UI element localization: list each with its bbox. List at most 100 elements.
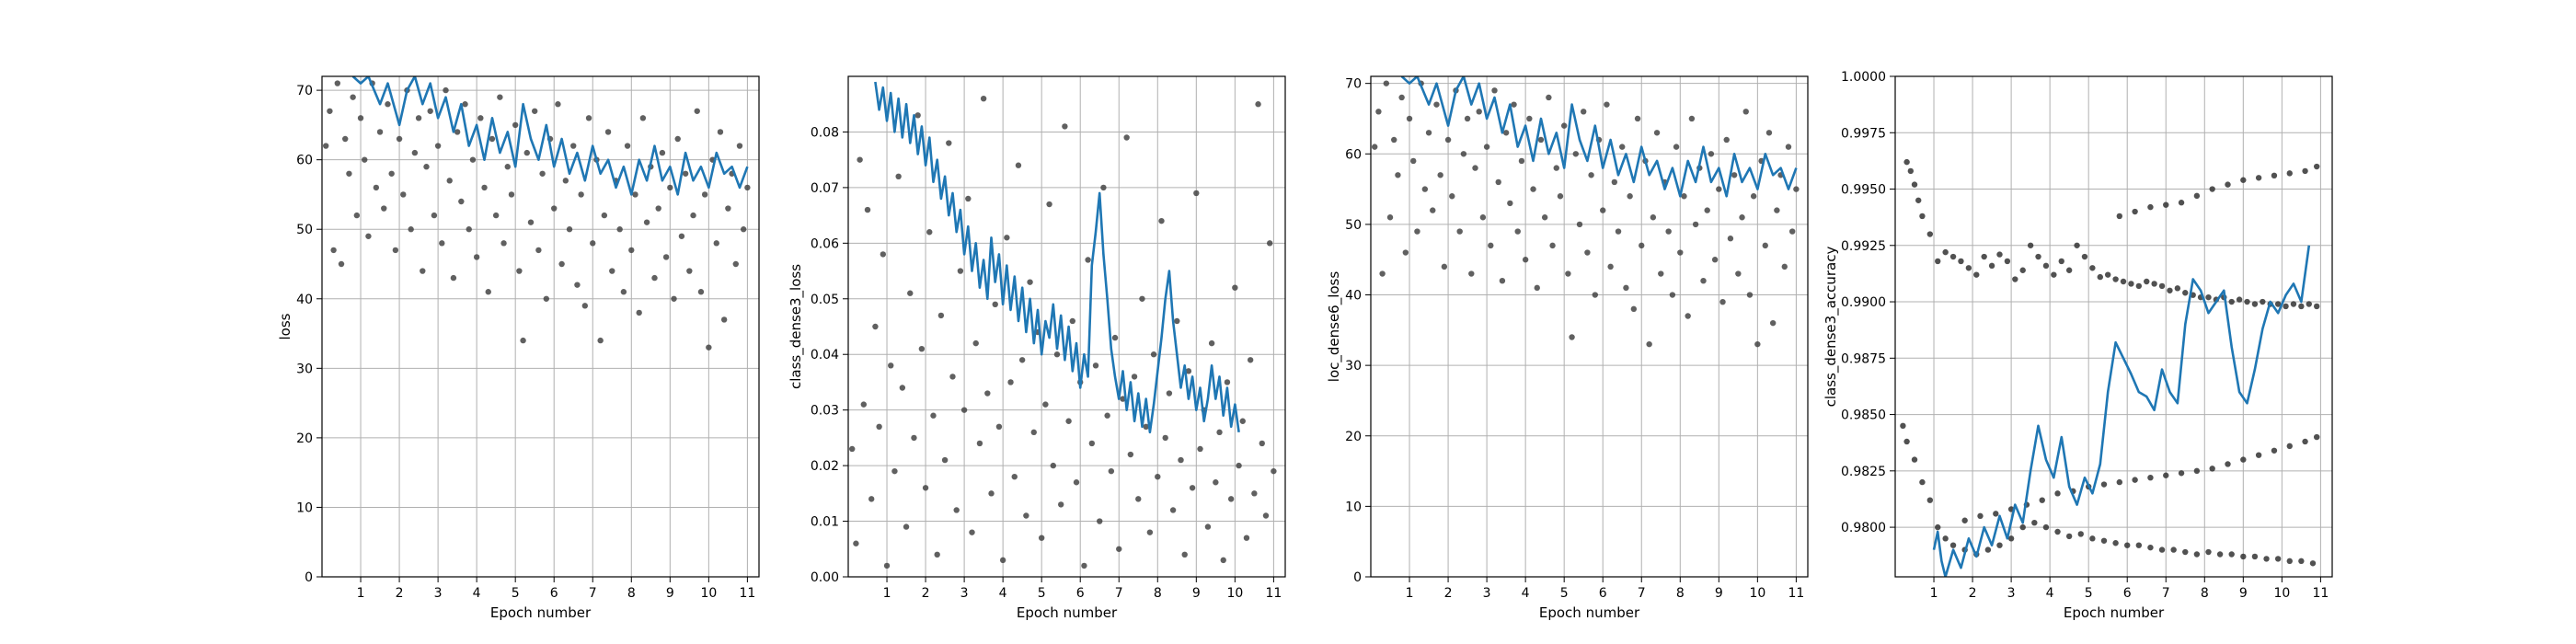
scatter-point (1627, 193, 1633, 200)
scatter-point (1615, 228, 1622, 235)
scatter-point (1004, 235, 1010, 241)
scatter-point (1634, 115, 1641, 122)
scatter-point (2065, 267, 2073, 273)
scatter-point (327, 108, 333, 114)
scatter-point (604, 129, 612, 135)
scatter-point (1379, 270, 1386, 277)
x-tick-label: 11 (1788, 586, 1804, 601)
scatter-point (1903, 158, 1910, 166)
y-tick-label: 0.00 (811, 570, 839, 585)
scatter-point (1526, 115, 1533, 122)
scatter-point (1425, 130, 1432, 136)
scatter-point (651, 274, 658, 282)
scatter-point (504, 164, 511, 170)
scatter-point (512, 121, 519, 129)
y-axis-label: loc_dense6_loss (1326, 271, 1343, 383)
scatter-point (1108, 467, 1115, 475)
scatter-point (953, 507, 960, 513)
scatter-point (1495, 178, 1501, 186)
scatter-point (1600, 207, 1606, 213)
scatter-point (1391, 136, 1397, 144)
scatter-point (1915, 197, 1922, 203)
scatter-point (473, 254, 480, 260)
scatter-point (2313, 433, 2320, 441)
scatter-point (1514, 228, 1521, 235)
scatter-point (1266, 240, 1273, 247)
x-tick-label: 11 (739, 586, 755, 601)
scatter-point (2251, 301, 2259, 307)
scatter-point (1669, 292, 1676, 298)
scatter-point (2313, 163, 2320, 170)
scatter-point (1375, 109, 1382, 115)
scatter-point (2313, 303, 2320, 310)
scatter-point (1708, 151, 1715, 157)
scatter-point (1769, 319, 1777, 327)
scatter-point (2147, 474, 2154, 481)
scatter-point (934, 551, 940, 558)
scatter-point (1464, 115, 1471, 122)
scatter-point (1911, 181, 1918, 188)
plot-area (1900, 158, 2320, 577)
scatter-point (1900, 422, 1906, 430)
y-tick-label: 60 (1345, 147, 1362, 162)
y-tick-label: 0 (305, 570, 313, 585)
scatter-point (1942, 248, 1949, 256)
scatter-point (400, 191, 407, 198)
scatter-point (1681, 193, 1687, 200)
scatter-point (2112, 276, 2119, 282)
scatter-point (1057, 501, 1064, 508)
scatter-point (1926, 497, 1934, 503)
y-tick-label: 0 (1353, 570, 1362, 585)
scatter-point (744, 184, 751, 191)
scatter-point (1984, 546, 1992, 553)
scatter-point (1023, 512, 1029, 519)
scatter-point (1085, 257, 1091, 263)
plot-area (849, 81, 1277, 569)
scatter-point (342, 135, 349, 143)
scatter-point (2135, 542, 2143, 548)
scatter-point (725, 205, 731, 212)
scatter-point (2132, 477, 2138, 483)
x-tick-label: 9 (1192, 586, 1201, 601)
series-line (351, 76, 749, 196)
x-axis-label: Epoch number (1539, 604, 1640, 621)
scatter-point (2144, 278, 2150, 285)
scatter-point (2193, 551, 2201, 558)
scatter-point (941, 456, 949, 464)
scatter-point (2065, 533, 2073, 540)
y-tick-label: 20 (1345, 430, 1362, 444)
scatter-point (1488, 242, 1494, 249)
scatter-point (720, 316, 728, 323)
x-tick-label: 8 (1676, 586, 1685, 601)
scatter-point (1449, 193, 1455, 200)
scatter-point (980, 95, 987, 102)
scatter-point (2116, 478, 2123, 486)
scatter-point (620, 289, 627, 295)
scatter-point (706, 344, 712, 351)
scatter-point (1271, 467, 1277, 475)
scatter-point (1178, 456, 1184, 464)
x-tick-label: 2 (922, 586, 930, 601)
scatter-point (1973, 271, 1980, 278)
scatter-point (1739, 214, 1745, 221)
y-tick-label: 70 (1345, 77, 1362, 92)
scatter-point (2240, 177, 2247, 183)
x-tick-label: 10 (1749, 586, 1765, 601)
x-tick-label: 8 (2201, 586, 2209, 601)
scatter-point (597, 337, 604, 344)
scatter-point (1704, 207, 1710, 213)
scatter-point (1604, 101, 1610, 108)
scatter-point (1135, 496, 1142, 502)
scatter-point (2112, 540, 2119, 546)
y-tick-label: 0.04 (811, 348, 839, 362)
scatter-point (2163, 472, 2169, 478)
scatter-point (732, 260, 739, 268)
scatter-point (1935, 523, 1941, 531)
scatter-point (1027, 279, 1033, 285)
scatter-point (2128, 281, 2134, 287)
y-tick-label: 0.9800 (1841, 521, 1886, 535)
scatter-point (1491, 87, 1498, 94)
y-tick-label: 50 (1345, 218, 1362, 233)
x-tick-label: 10 (2273, 586, 2290, 601)
scatter-point (907, 290, 914, 296)
